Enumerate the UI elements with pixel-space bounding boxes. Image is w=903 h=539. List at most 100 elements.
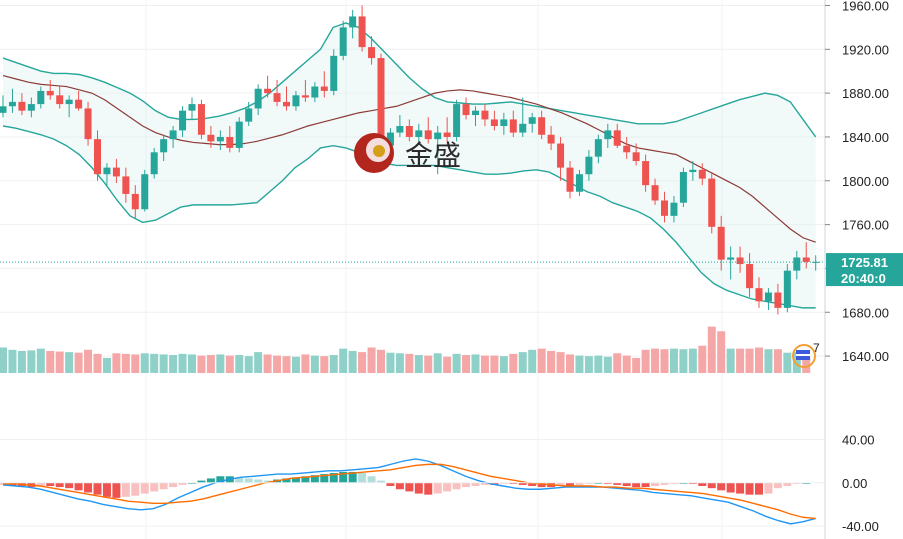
volume-bar (17, 350, 26, 373)
upper-band-line (2, 22, 817, 138)
candle-body (0, 106, 7, 113)
candle-body (528, 117, 536, 124)
candle-body (670, 202, 678, 216)
candle-body (453, 104, 461, 137)
volume-bar (358, 352, 367, 373)
volume-bar (273, 355, 282, 373)
macd-panel (0, 458, 816, 525)
macd-histogram-bar (197, 480, 206, 483)
macd-histogram-bar (764, 482, 773, 494)
macd-histogram-bar (150, 482, 159, 492)
volume-bar (93, 353, 102, 373)
candle-body (632, 152, 640, 162)
volume-bar (367, 347, 376, 373)
volume-bar (84, 349, 93, 373)
candle-body (377, 58, 385, 146)
macd-histogram-bar (320, 474, 329, 483)
candle-body (472, 110, 479, 116)
macd-histogram-bar (263, 480, 272, 483)
price-tick-label: 1880.00 (842, 86, 889, 101)
candle-body (623, 145, 631, 153)
macd-histogram-bar (206, 478, 215, 483)
macd-histogram-bar (46, 482, 55, 486)
current-price-marker: 1725.81 20:40:0 (0, 253, 903, 287)
candle-body (56, 95, 64, 105)
candle-body (727, 257, 735, 260)
macd-histogram-bar (641, 482, 650, 488)
candle-body (708, 178, 716, 227)
candle-body (179, 110, 187, 131)
macd-histogram-bar (537, 482, 546, 488)
candle-body (207, 134, 215, 142)
volume-bar (509, 353, 518, 373)
price-tick-label: 1760.00 (842, 218, 889, 233)
watermark-text: 金盛 (405, 139, 461, 172)
candle-body (802, 257, 810, 262)
macd-histogram-bar (698, 482, 707, 486)
volume-bar (405, 353, 414, 373)
bollinger-lines (2, 22, 817, 309)
macd-histogram-bar (424, 482, 433, 495)
candle-body (320, 86, 328, 91)
candle-body (415, 130, 423, 137)
macd-histogram-bar (405, 482, 414, 492)
candle-body (27, 104, 35, 111)
macd-histogram-bar (745, 482, 754, 495)
volume-bar (36, 348, 45, 373)
macd-histogram-bar (462, 482, 471, 488)
volume-bar (102, 357, 111, 373)
candle-body (396, 126, 404, 133)
candle-body (216, 136, 224, 142)
volume-bar (377, 349, 385, 373)
candle-body (150, 152, 158, 175)
volume-bar (443, 356, 452, 373)
volume-bar (424, 355, 433, 373)
lower-band-line (2, 125, 816, 309)
volume-bar (159, 354, 168, 373)
volume-bar (310, 355, 319, 373)
macd-histogram-bar (244, 478, 253, 483)
candle-body (462, 104, 470, 116)
macd-histogram-bar (282, 478, 291, 483)
volume-bar (206, 355, 215, 373)
candle-body (481, 110, 489, 120)
candle-body (188, 104, 196, 111)
candle-body (594, 139, 602, 157)
volume-bar (8, 349, 17, 373)
candle-body (651, 185, 659, 201)
price-tick-label: 1920.00 (842, 42, 889, 57)
volume-bar (755, 347, 763, 373)
macd-histogram-bar (452, 482, 461, 490)
macd-histogram-bar (121, 482, 130, 497)
volume-bar (55, 351, 64, 373)
macd-histogram-bar (339, 471, 348, 483)
volume-bar (150, 353, 159, 373)
volume-bar (414, 355, 423, 373)
price-tick-label: 1960.00 (842, 0, 889, 13)
macd-histogram-bar (755, 482, 763, 495)
volume-bar (329, 355, 338, 373)
volume-bar (547, 350, 556, 373)
candle-body (783, 270, 791, 308)
candle-body (131, 193, 139, 210)
candle-body (301, 95, 309, 98)
candle-body (547, 134, 555, 144)
volume-bars (0, 326, 811, 373)
volume-bar (707, 326, 716, 373)
macd-tick-label: -40.00 (842, 519, 879, 534)
watermark-logo: 金盛 (354, 133, 461, 173)
volume-bar (688, 348, 697, 373)
candle-body (292, 95, 300, 107)
candle-body (661, 200, 668, 216)
flag-icon[interactable]: 7 (792, 341, 820, 368)
volume-bar (632, 357, 641, 373)
macd-histogram-bar (688, 482, 697, 484)
candle-body (566, 167, 574, 192)
volume-bar (660, 349, 669, 373)
volume-bar (669, 348, 678, 373)
volume-bar (386, 352, 395, 373)
volume-bar (480, 355, 489, 373)
macd-histogram-bar (131, 482, 140, 496)
macd-histogram-bar (471, 482, 480, 486)
